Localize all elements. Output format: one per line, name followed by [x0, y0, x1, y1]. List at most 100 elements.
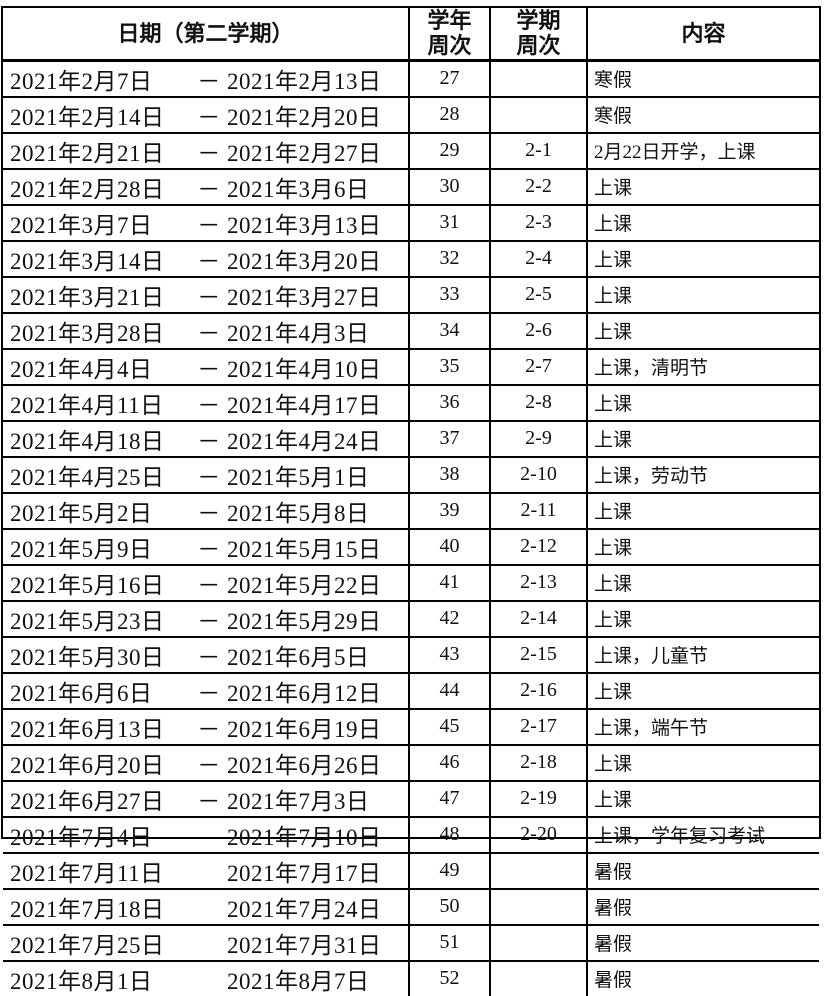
date-range-cell: 2021年5月2日 － 2021年5月8日	[3, 493, 410, 528]
table-row: 2021年5月30日 － 2021年6月5日 43 2-15 上课，儿童节	[3, 637, 819, 674]
year-week-cell: 41	[410, 565, 491, 600]
year-week-cell: 44	[410, 673, 491, 708]
content-cell: 寒假	[594, 70, 633, 92]
date-end: 2021年3月6日	[227, 176, 370, 202]
date-dash: －	[197, 320, 221, 346]
date-range-cell: 2021年5月30日 － 2021年6月5日	[3, 637, 410, 672]
year-week-cell: 49	[410, 853, 491, 888]
date-range-cell: 2021年4月25日 － 2021年5月1日	[3, 457, 410, 492]
content-cell: 上课	[594, 790, 633, 812]
semester-week-cell: 2-2	[491, 169, 588, 204]
date-start: 2021年7月4日	[10, 824, 153, 850]
table-row: 2021年7月18日 2021年7月24日 50 暑假	[3, 889, 819, 926]
semester-week-cell: 2-7	[491, 349, 588, 384]
date-dash: －	[197, 176, 221, 202]
date-start: 2021年5月16日	[10, 572, 165, 598]
table-row: 2021年2月21日 － 2021年2月27日 29 2-1 2月22日开学，上…	[3, 133, 819, 170]
date-start: 2021年4月18日	[10, 428, 165, 454]
date-start: 2021年3月7日	[10, 212, 153, 238]
table-row: 2021年5月9日 － 2021年5月15日 40 2-12 上课	[3, 529, 819, 566]
table-row: 2021年5月2日 － 2021年5月8日 39 2-11 上课	[3, 493, 819, 530]
table-row: 2021年2月7日 － 2021年2月13日 27 寒假	[3, 61, 819, 98]
date-dash: －	[197, 644, 221, 670]
year-week-cell: 27	[410, 61, 491, 96]
semester-week-cell: 2-19	[491, 781, 588, 816]
date-dash: －	[197, 392, 221, 418]
date-start: 2021年2月14日	[10, 104, 165, 130]
date-dash: －	[197, 500, 221, 526]
date-start: 2021年5月30日	[10, 644, 165, 670]
semester-week-cell	[491, 97, 588, 132]
header-semester-week-column: 学期 周次	[491, 8, 588, 59]
content-cell: 上课	[594, 538, 633, 560]
content-cell: 上课	[594, 214, 633, 236]
date-start: 2021年2月28日	[10, 176, 165, 202]
content-cell: 暑假	[594, 970, 633, 992]
date-end: 2021年6月12日	[227, 680, 382, 706]
year-week-cell: 30	[410, 169, 491, 204]
date-dash: －	[197, 572, 221, 598]
table-row: 2021年3月7日 － 2021年3月13日 31 2-3 上课	[3, 205, 819, 242]
date-end: 2021年6月26日	[227, 752, 382, 778]
date-dash: －	[197, 68, 221, 94]
date-dash: －	[197, 212, 221, 238]
content-cell: 上课	[594, 430, 633, 452]
semester-week-cell: 2-15	[491, 637, 588, 672]
date-start: 2021年5月9日	[10, 536, 153, 562]
date-end: 2021年2月20日	[227, 104, 382, 130]
year-week-cell: 46	[410, 745, 491, 780]
date-range-cell: 2021年6月6日 － 2021年6月12日	[3, 673, 410, 708]
date-end: 2021年5月1日	[227, 464, 370, 490]
table-row: 2021年5月16日 － 2021年5月22日 41 2-13 上课	[3, 565, 819, 602]
year-week-cell: 52	[410, 961, 491, 996]
date-dash: －	[197, 752, 221, 778]
date-dash: －	[197, 680, 221, 706]
date-end: 2021年4月3日	[227, 320, 370, 346]
year-week-cell: 33	[410, 277, 491, 312]
content-cell: 暑假	[594, 898, 633, 920]
header-content-column: 内容	[681, 20, 726, 46]
date-range-cell: 2021年4月18日 － 2021年4月24日	[3, 421, 410, 456]
table-row: 2021年3月21日 － 2021年3月27日 33 2-5 上课	[3, 277, 819, 314]
semester-week-cell	[491, 889, 588, 924]
date-range-cell: 2021年5月23日 － 2021年5月29日	[3, 601, 410, 636]
content-cell: 上课	[594, 394, 633, 416]
year-week-cell: 38	[410, 457, 491, 492]
year-week-cell: 47	[410, 781, 491, 816]
date-end: 2021年5月22日	[227, 572, 382, 598]
date-end: 2021年3月13日	[227, 212, 382, 238]
table-row: 2021年3月28日 － 2021年4月3日 34 2-6 上课	[3, 313, 819, 350]
date-range-cell: 2021年7月18日 2021年7月24日	[3, 889, 410, 924]
semester-week-cell: 2-18	[491, 745, 588, 780]
date-dash: －	[197, 248, 221, 274]
header-year-week-column: 学年 周次	[410, 8, 491, 59]
date-range-cell: 2021年6月27日 － 2021年7月3日	[3, 781, 410, 816]
date-end: 2021年3月20日	[227, 248, 382, 274]
date-range-cell: 2021年3月14日 － 2021年3月20日	[3, 241, 410, 276]
year-week-cell: 39	[410, 493, 491, 528]
date-start: 2021年6月13日	[10, 716, 165, 742]
semester-week-cell: 2-3	[491, 205, 588, 240]
table-row: 2021年2月14日 － 2021年2月20日 28 寒假	[3, 97, 819, 134]
table-row: 2021年8月1日 2021年8月7日 52 暑假	[3, 961, 819, 996]
content-cell: 上课	[594, 502, 633, 524]
table-row: 2021年4月18日 － 2021年4月24日 37 2-9 上课	[3, 421, 819, 458]
date-end: 2021年3月27日	[227, 284, 382, 310]
table-row: 2021年6月20日 － 2021年6月26日 46 2-18 上课	[3, 745, 819, 782]
content-cell: 上课	[594, 250, 633, 272]
date-dash: －	[197, 788, 221, 814]
date-start: 2021年6月6日	[10, 680, 153, 706]
table-row: 2021年7月4日 2021年7月10日 48 2-20 上课，学年复习考试	[3, 817, 819, 854]
date-range-cell: 2021年4月4日 － 2021年4月10日	[3, 349, 410, 384]
year-week-cell: 51	[410, 925, 491, 960]
academic-calendar-table: 日期（第二学期） 学年 周次 学期 周次 内容 2021年2月7日 － 2021…	[1, 6, 821, 996]
date-range-cell: 2021年2月7日 － 2021年2月13日	[3, 61, 410, 96]
semester-week-cell	[491, 853, 588, 888]
date-range-cell: 2021年6月13日 － 2021年6月19日	[3, 709, 410, 744]
date-range-cell: 2021年7月4日 2021年7月10日	[3, 817, 410, 852]
semester-week-cell: 2-20	[491, 817, 588, 852]
year-week-cell: 36	[410, 385, 491, 420]
date-end: 2021年6月19日	[227, 716, 382, 742]
date-start: 2021年8月1日	[10, 968, 153, 994]
semester-week-cell: 2-13	[491, 565, 588, 600]
